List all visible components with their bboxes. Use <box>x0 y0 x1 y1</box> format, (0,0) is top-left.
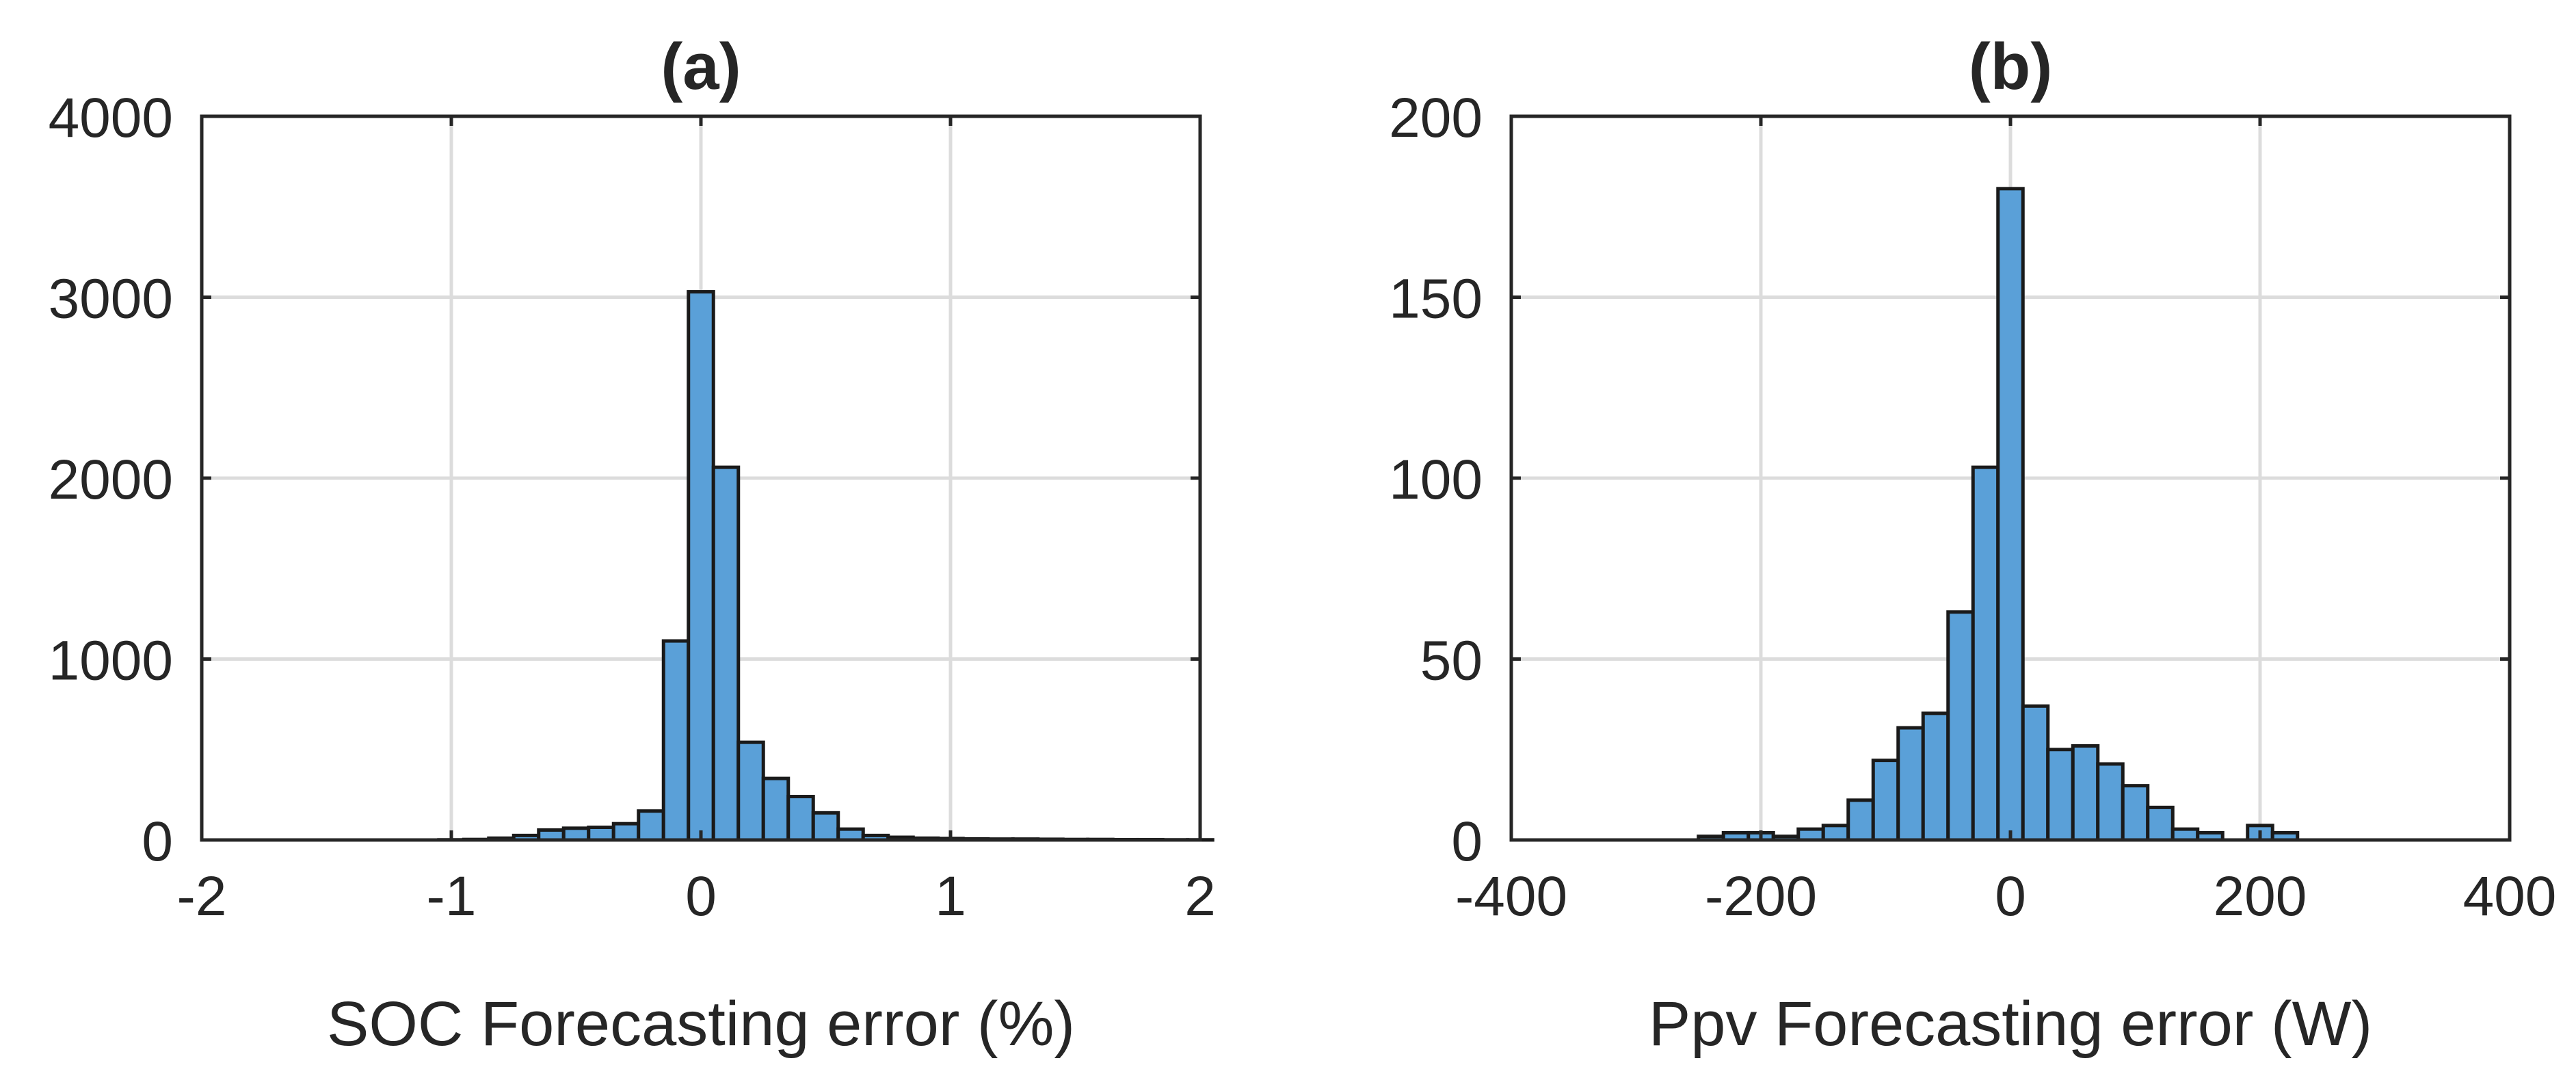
x-tick-label: -400 <box>1455 865 1567 928</box>
histogram-bar <box>786 795 815 842</box>
y-tick-label: 100 <box>1389 449 1483 511</box>
histogram-bar <box>1871 759 1900 842</box>
histogram-bar <box>2071 744 2100 842</box>
histogram-bars <box>1697 187 2300 842</box>
x-tick-label: 400 <box>2463 865 2557 928</box>
y-tick-label: 50 <box>1420 630 1483 692</box>
histogram-bar <box>736 740 765 842</box>
x-axis-label: Ppv Forecasting error (W) <box>1649 989 2372 1059</box>
histogram-bar <box>1971 465 2000 842</box>
histogram-bar <box>811 811 840 842</box>
x-tick-label: 200 <box>2214 865 2307 928</box>
x-axis-label: SOC Forecasting error (%) <box>327 989 1075 1059</box>
histogram-bar <box>1896 726 1925 842</box>
histogram-bar <box>1996 187 2025 842</box>
y-tick-label: 2000 <box>49 449 173 511</box>
histogram-bar <box>587 825 615 842</box>
y-tick-label: 0 <box>1451 811 1483 873</box>
chart-panel-b: -400 -200 0 200 400 0 50 100 150 200 (b) Ppv Fore… <box>1389 30 2556 1059</box>
chart-title: (b) <box>1969 30 2053 103</box>
x-tick-label: 2 <box>1184 865 1216 928</box>
x-tick-label: 0 <box>685 865 717 928</box>
axis-ticks: -400 -200 0 200 400 0 50 100 150 200 <box>1389 87 2556 928</box>
y-tick-label: 3000 <box>49 268 173 330</box>
histogram-bar <box>2146 805 2175 842</box>
y-tick-label: 1000 <box>49 630 173 692</box>
x-tick-label: 1 <box>935 865 966 928</box>
y-tick-label: 0 <box>142 811 173 873</box>
x-tick-label: -1 <box>427 865 477 928</box>
histogram-bar <box>2096 762 2125 842</box>
histogram-bars <box>437 290 1214 842</box>
histogram-bar <box>637 809 665 842</box>
histogram-bar <box>1921 711 1950 842</box>
histogram-bar <box>1821 824 1850 842</box>
histogram-bar <box>1846 798 1875 842</box>
histogram-bar <box>2121 784 2150 842</box>
histogram-bar <box>1946 610 1975 842</box>
histogram-bar <box>761 776 791 842</box>
y-tick-label: 200 <box>1389 87 1483 149</box>
axis-ticks: -2 -1 0 1 2 0 1000 2000 3000 4000 <box>49 87 1216 928</box>
x-tick-label: -200 <box>1705 865 1817 928</box>
histogram-bar <box>561 826 591 842</box>
chart-panel-a: -2 -1 0 1 2 0 1000 2000 3000 4000 (a) SOC Forecas… <box>49 30 1216 1059</box>
x-tick-label: 0 <box>1995 865 2026 928</box>
histogram-bar <box>611 821 641 842</box>
chart-title: (a) <box>661 30 741 103</box>
histogram-bar <box>2046 748 2075 842</box>
histogram-bar <box>661 639 691 842</box>
histogram-bar <box>687 290 715 842</box>
y-tick-label: 4000 <box>49 87 173 149</box>
histogram-bar <box>711 465 741 842</box>
histogram-bar <box>2021 704 2050 842</box>
y-tick-label: 150 <box>1389 268 1483 330</box>
x-tick-label: -2 <box>177 865 227 928</box>
